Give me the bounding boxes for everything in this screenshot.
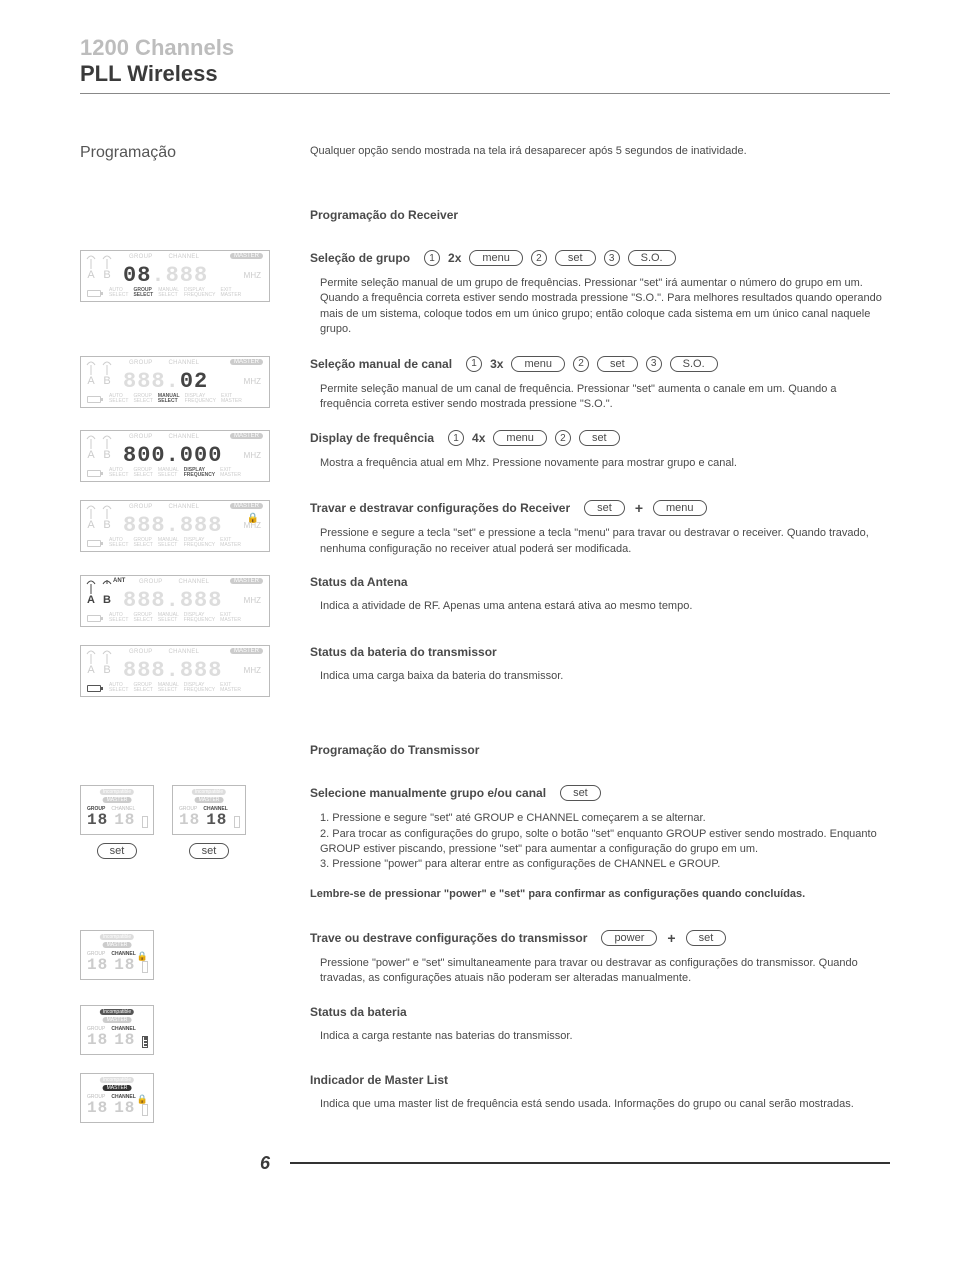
menu-button[interactable]: menu [469, 250, 523, 266]
so-button[interactable]: S.O. [628, 250, 676, 266]
tx-manual-body-1: 1. Pressione e segure "set" até GROUP e … [320, 811, 890, 826]
group-select-heading: Seleção de grupo 1 2x menu 2 set 3 S.O. [310, 250, 890, 266]
header-line-1: 1200 Channels [80, 35, 890, 61]
power-button[interactable]: power [601, 930, 657, 946]
tx-batt-status-body: Indica a carga restante nas baterias do … [320, 1029, 890, 1044]
lcd-channel-select: A B GROUPCHANNEL MASTER 888.02 MHZ AUTOS… [80, 356, 270, 408]
tx-manual-heading: Selecione manualmente grupo e/ou canal s… [310, 785, 890, 801]
page-title: Programação [80, 144, 176, 162]
intro-text: Qualquer opção sendo mostrada na tela ir… [310, 144, 890, 159]
lcd-tx-battery: A B GROUPCHANNEL MASTER 888.888 MHZ AUTO… [80, 645, 270, 697]
tx-lock-heading: Trave ou destrave configurações do trans… [310, 930, 890, 946]
freq-display-heading: Display de frequência 1 4x menu 2 set [310, 430, 890, 446]
tx-manual-body-2: 2. Para trocar as configurações do grupo… [320, 827, 890, 858]
so-button[interactable]: S.O. [670, 356, 718, 372]
plus-icon: + [665, 930, 677, 946]
lcd-lock: A B GROUPCHANNEL MASTER 888.888 🔒 MHZ AU… [80, 500, 270, 552]
tx-lcd-battery: Incompatible MASTER GROUPCHANNEL 1818 [80, 1005, 154, 1055]
transmitter-section-title: Programação do Transmissor [310, 743, 890, 757]
page-number: 6 [260, 1153, 270, 1174]
header-rule [80, 93, 890, 94]
tx-lcd-group: Incompatible MASTER GROUPCHANNEL 1818 [80, 785, 154, 835]
menu-button[interactable]: menu [511, 356, 565, 372]
footer: 6 [80, 1153, 890, 1174]
menu-button[interactable]: menu [653, 500, 707, 516]
channel-select-body: Permite seleção manual de um canal de fr… [320, 382, 890, 413]
set-button[interactable]: set [584, 500, 625, 516]
channel-select-heading: Seleção manual de canal 1 3x menu 2 set … [310, 356, 890, 372]
set-button[interactable]: set [560, 785, 601, 801]
set-button[interactable]: set [579, 430, 620, 446]
tx-manual-body-3: 3. Pressione "power" para alterar entre … [320, 857, 890, 872]
set-button[interactable]: set [597, 356, 638, 372]
lock-body: Pressione e segure a tecla "set" e press… [320, 526, 890, 557]
step-1-icon: 1 [424, 250, 440, 266]
lock-heading: Travar e destravar configurações do Rece… [310, 500, 890, 516]
master-list-body: Indica que uma master list de frequência… [320, 1097, 890, 1112]
group-select-body: Permite seleção manual de um grupo de fr… [320, 276, 890, 338]
footer-rule [290, 1162, 890, 1164]
tx-battery-heading: Status da bateria do transmissor [310, 645, 497, 659]
tx-battery-body: Indica uma carga baixa da bateria do tra… [320, 669, 890, 684]
menu-button[interactable]: menu [493, 430, 547, 446]
antenna-body: Indica a atividade de RF. Apenas uma ant… [320, 599, 890, 614]
doc-header: 1200 Channels PLL Wireless [80, 35, 890, 87]
lcd-antenna: A B ANT GROUPCHANNEL MASTER 888.888 MHZ … [80, 575, 270, 627]
header-line-2: PLL Wireless [80, 61, 890, 87]
plus-icon: + [633, 500, 645, 516]
set-button[interactable]: set [555, 250, 596, 266]
tx-reminder: Lembre-se de pressionar "power" e "set" … [310, 887, 890, 902]
set-button[interactable]: set [97, 843, 138, 859]
lcd-frequency: A B GROUPCHANNEL MASTER 800.000 MHZ AUTO… [80, 430, 270, 482]
antenna-heading: Status da Antena [310, 575, 408, 589]
tx-lcd-channel: Incompatible MASTER GROUPCHANNEL 1818 [172, 785, 246, 835]
tx-lock-body: Pressione "power" e "set" simultaneament… [320, 956, 890, 987]
set-button[interactable]: set [189, 843, 230, 859]
tx-batt-status-heading: Status da bateria [310, 1005, 407, 1019]
receiver-section-title: Programação do Receiver [310, 208, 890, 222]
step-3-icon: 3 [604, 250, 620, 266]
freq-display-body: Mostra a frequência atual em Mhz. Pressi… [320, 456, 890, 471]
tx-lcd-master: Incompatible MASTER GROUPCHANNEL 🔒 1818 [80, 1073, 154, 1123]
step-2-icon: 2 [531, 250, 547, 266]
master-list-heading: Indicador de Master List [310, 1073, 448, 1087]
tx-lcd-lock: Incompatible MASTER GROUPCHANNEL 🔒 1818 [80, 930, 154, 980]
set-button[interactable]: set [686, 930, 727, 946]
lcd-group-select: A B GROUPCHANNEL MASTER 08.888 MHZ AUTOS… [80, 250, 270, 302]
